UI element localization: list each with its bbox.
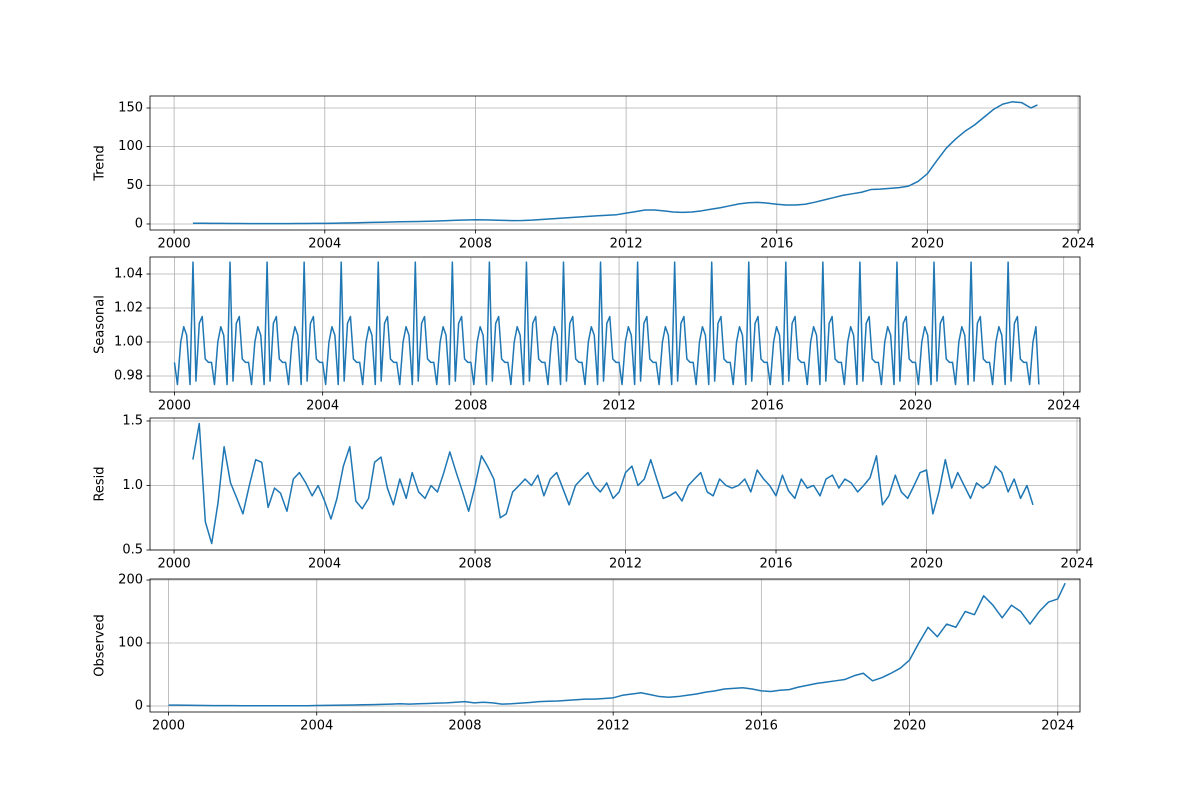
x-tick-label: 2004 [306, 399, 339, 414]
x-tick-label: 2012 [597, 719, 630, 734]
x-tick-label: 2008 [448, 719, 481, 734]
x-tick-label: 2004 [308, 557, 341, 572]
x-tick-label: 2008 [459, 237, 492, 252]
y-tick-label: 1.00 [114, 335, 143, 350]
y-tick-label: 0 [135, 699, 143, 714]
x-tick-label: 2016 [751, 399, 784, 414]
x-tick-label: 2024 [1062, 237, 1095, 252]
y-axis-label: Resid [93, 466, 108, 501]
x-tick-label: 2020 [910, 557, 943, 572]
x-tick-label: 2000 [152, 719, 185, 734]
x-tick-label: 2012 [609, 557, 642, 572]
axes-frame [149, 256, 1081, 393]
axes-frame [149, 578, 1081, 713]
y-tick-label: 100 [118, 139, 143, 154]
x-tick-label: 2000 [158, 237, 191, 252]
x-tick-label: 2016 [745, 719, 778, 734]
y-axis-label: Observed [93, 614, 108, 677]
x-tick-label: 2020 [893, 719, 926, 734]
y-tick-label: 200 [118, 573, 143, 588]
x-tick-label: 2000 [158, 557, 191, 572]
y-tick-label: 1.04 [114, 267, 143, 282]
x-tick-label: 2016 [760, 237, 793, 252]
x-tick-label: 2024 [1060, 557, 1093, 572]
x-tick-label: 2020 [911, 237, 944, 252]
y-tick-label: 1.5 [122, 413, 143, 428]
y-axis-label: Trend [93, 145, 108, 182]
series-line [173, 261, 1040, 386]
y-tick-label: 50 [126, 178, 143, 193]
y-tick-label: 150 [118, 100, 143, 115]
y-tick-label: 0 [135, 216, 143, 231]
x-tick-label: 2004 [308, 237, 341, 252]
x-tick-label: 2008 [454, 399, 487, 414]
y-tick-label: 0.5 [122, 543, 143, 558]
x-tick-label: 2016 [759, 557, 792, 572]
y-axis-label: Seasonal [93, 295, 108, 354]
x-tick-label: 2024 [1047, 399, 1080, 414]
axes-frame [149, 417, 1081, 551]
y-tick-label: 1.0 [122, 478, 143, 493]
series-line [192, 422, 1034, 545]
x-tick-label: 2004 [300, 719, 333, 734]
y-tick-label: 1.02 [114, 301, 143, 316]
series-line [192, 101, 1038, 225]
x-tick-label: 2012 [610, 237, 643, 252]
y-tick-label: 100 [118, 636, 143, 651]
series-line [168, 582, 1066, 707]
axes-frame [149, 95, 1081, 231]
x-tick-label: 2012 [603, 399, 636, 414]
x-tick-label: 2000 [158, 399, 191, 414]
x-tick-label: 2024 [1041, 719, 1074, 734]
y-tick-label: 0.98 [114, 369, 143, 384]
x-tick-label: 2020 [899, 399, 932, 414]
x-tick-label: 2008 [459, 557, 492, 572]
